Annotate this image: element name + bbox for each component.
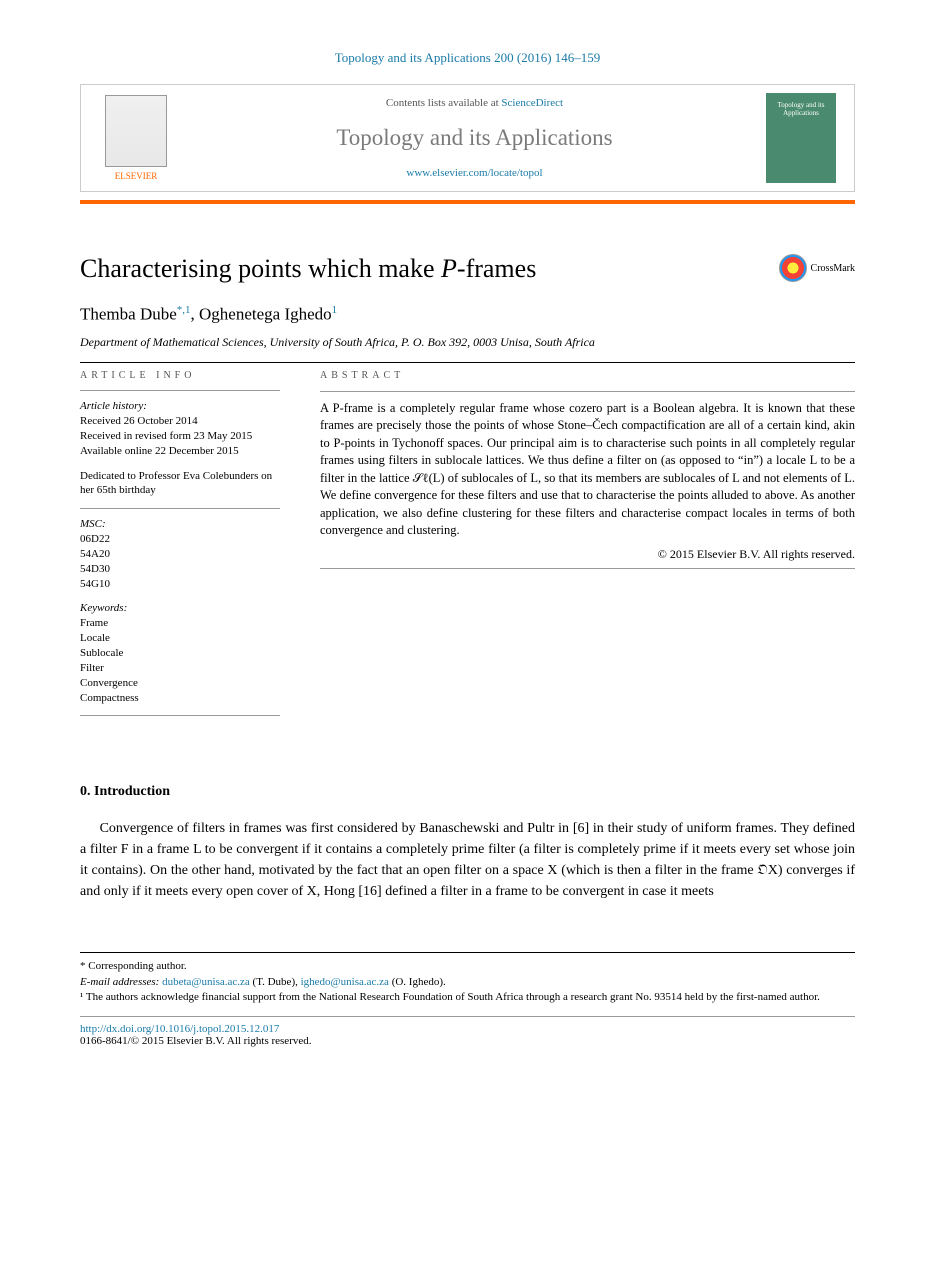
dedication-block: Dedicated to Professor Eva Colebunders o…: [80, 469, 280, 499]
email-label: E-mail addresses:: [80, 976, 162, 988]
kw-2: Sublocale: [80, 646, 280, 661]
author-1[interactable]: Themba Dube: [80, 305, 177, 324]
kw-5: Compactness: [80, 691, 280, 706]
email-2-who: (O. Ighedo).: [389, 976, 446, 988]
publisher-logo[interactable]: ELSEVIER: [81, 85, 191, 191]
rule-top: [80, 362, 855, 363]
kw-0: Frame: [80, 616, 280, 631]
msc-block: MSC: 06D22 54A20 54D30 54G10: [80, 517, 280, 591]
journal-cover: Topology and its Applications: [758, 85, 854, 191]
email-line: E-mail addresses: dubeta@unisa.ac.za (T.…: [80, 975, 855, 990]
intro-section: 0. Introduction Convergence of filters i…: [80, 784, 855, 902]
history-head: Article history:: [80, 399, 280, 414]
doi-link[interactable]: http://dx.doi.org/10.1016/j.topol.2015.1…: [80, 1023, 855, 1035]
cover-thumbnail: Topology and its Applications: [766, 93, 836, 183]
abstract-rule-1: [320, 391, 855, 392]
publisher-name: ELSEVIER: [115, 171, 158, 181]
history-revised: Received in revised form 23 May 2015: [80, 429, 280, 444]
history-online: Available online 22 December 2015: [80, 444, 280, 459]
issn-line: 0166-8641/© 2015 Elsevier B.V. All right…: [80, 1035, 855, 1047]
funding-note: ¹ The authors acknowledge financial supp…: [80, 990, 855, 1005]
orange-divider: [80, 200, 855, 204]
kw-3: Filter: [80, 661, 280, 676]
msc-0: 06D22: [80, 532, 280, 547]
info-abstract-row: ARTICLE INFO Article history: Received 2…: [80, 369, 855, 725]
header-box: ELSEVIER Contents lists available at Sci…: [80, 84, 855, 192]
title-row: Characterising points which make P-frame…: [80, 254, 855, 284]
header-citation: Topology and its Applications 200 (2016)…: [80, 50, 855, 66]
bottom-block: http://dx.doi.org/10.1016/j.topol.2015.1…: [80, 1016, 855, 1047]
msc-3: 54G10: [80, 577, 280, 592]
journal-title-heading: Topology and its Applications: [201, 125, 748, 151]
abstract-text: A P-frame is a completely regular frame …: [320, 400, 855, 540]
affiliation: Department of Mathematical Sciences, Uni…: [80, 335, 855, 350]
author-2[interactable]: Oghenetega Ighedo: [199, 305, 332, 324]
info-rule-3: [80, 715, 280, 716]
kw-1: Locale: [80, 631, 280, 646]
author-1-marks[interactable]: *,1: [177, 304, 191, 316]
contents-line: Contents lists available at ScienceDirec…: [201, 97, 748, 109]
msc-head: MSC:: [80, 517, 280, 532]
crossmark-icon: [779, 254, 807, 282]
keywords-block: Keywords: Frame Locale Sublocale Filter …: [80, 601, 280, 705]
abstract-column: ABSTRACT A P-frame is a completely regul…: [320, 369, 855, 725]
abstract-copyright: © 2015 Elsevier B.V. All rights reserved…: [320, 546, 855, 563]
crossmark-badge[interactable]: CrossMark: [779, 254, 855, 282]
msc-2: 54D30: [80, 562, 280, 577]
elsevier-tree-icon: [105, 95, 167, 167]
article-info-label: ARTICLE INFO: [80, 369, 280, 383]
article-info-column: ARTICLE INFO Article history: Received 2…: [80, 369, 280, 725]
article-title: Characterising points which make P-frame…: [80, 254, 536, 284]
crossmark-label: CrossMark: [811, 263, 855, 274]
info-rule-2: [80, 508, 280, 509]
email-2[interactable]: ighedo@unisa.ac.za: [301, 976, 389, 988]
history-received: Received 26 October 2014: [80, 414, 280, 429]
corresponding-note: * Corresponding author.: [80, 959, 855, 974]
intro-heading: 0. Introduction: [80, 784, 855, 800]
article-page: Topology and its Applications 200 (2016)…: [0, 0, 935, 1087]
contents-prefix: Contents lists available at: [386, 97, 501, 109]
author-2-marks[interactable]: 1: [332, 304, 338, 316]
email-1[interactable]: dubeta@unisa.ac.za: [162, 976, 250, 988]
abstract-label: ABSTRACT: [320, 369, 855, 383]
author-sep: ,: [191, 305, 200, 324]
intro-paragraph: Convergence of filters in frames was fir…: [80, 818, 855, 902]
kw-4: Convergence: [80, 676, 280, 691]
info-rule-1: [80, 390, 280, 391]
msc-1: 54A20: [80, 547, 280, 562]
email-1-who: (T. Dube),: [250, 976, 301, 988]
title-part1: Characterising points which make: [80, 254, 441, 283]
title-ital: P: [441, 254, 457, 283]
history-block: Article history: Received 26 October 201…: [80, 399, 280, 458]
header-center: Contents lists available at ScienceDirec…: [191, 85, 758, 191]
abstract-rule-2: [320, 568, 855, 569]
sciencedirect-link[interactable]: ScienceDirect: [501, 97, 563, 109]
footnotes: * Corresponding author. E-mail addresses…: [80, 952, 855, 1005]
title-part2: -frames: [457, 254, 536, 283]
keywords-head: Keywords:: [80, 601, 280, 616]
authors-line: Themba Dube*,1, Oghenetega Ighedo1: [80, 304, 855, 325]
journal-url-link[interactable]: www.elsevier.com/locate/topol: [201, 167, 748, 179]
